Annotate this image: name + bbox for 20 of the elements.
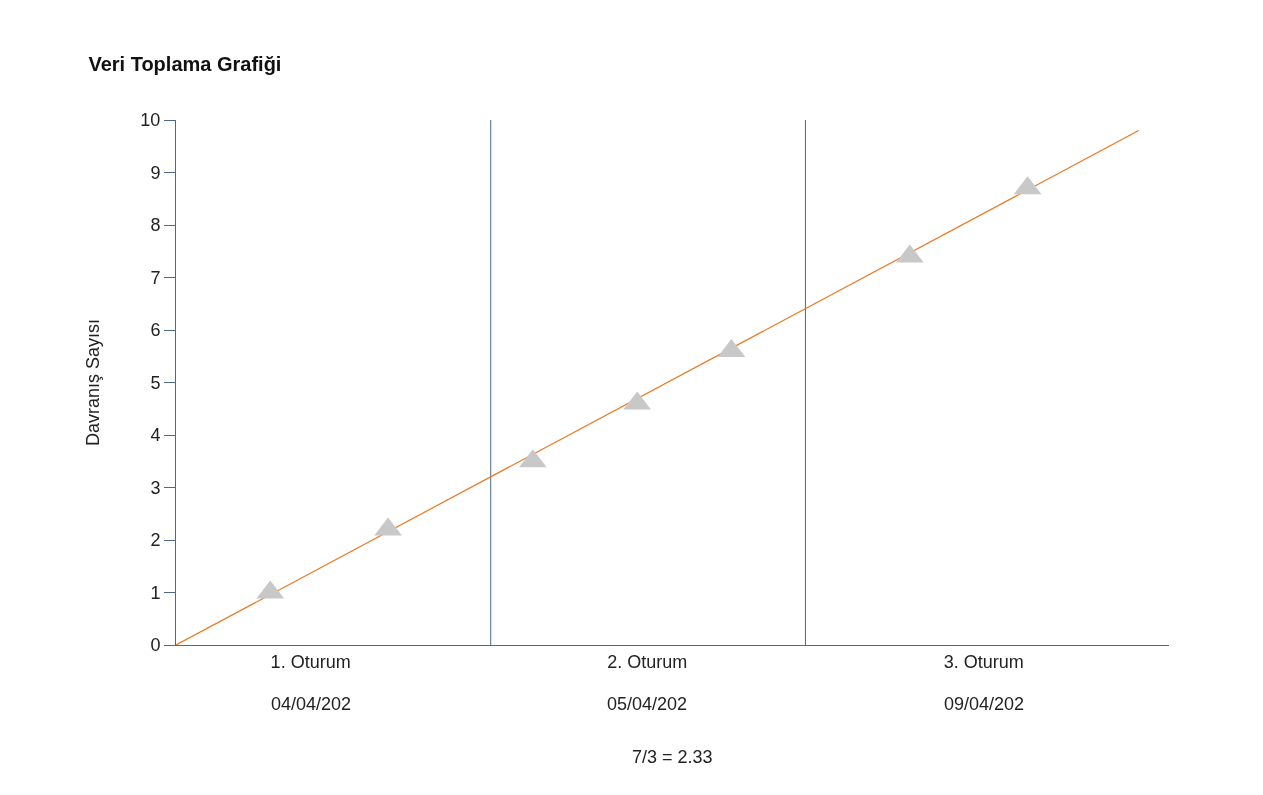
y-tick-label: 8: [150, 215, 161, 236]
y-tick-label: 9: [150, 162, 161, 183]
y-tick-label: 1: [150, 582, 161, 603]
text: 09/04/202: [944, 694, 1025, 714]
text: 04/04/202: [271, 694, 352, 714]
y-tick-label: 3: [150, 477, 161, 498]
y-tick-label: 6: [150, 320, 161, 341]
y-tick-label: 4: [150, 425, 161, 446]
x-tick-label: 1. Oturum: [270, 651, 351, 672]
x-tick-label: 3. Oturum: [943, 651, 1024, 672]
y-axis-title: Davranış Sayısı: [82, 318, 103, 447]
chart-title: Veri Toplama Grafiği: [88, 52, 282, 75]
text: 7/3 = 2.33: [632, 747, 713, 767]
x-tick-label: 2. Oturum: [607, 651, 688, 672]
y-tick-label: 7: [150, 267, 161, 288]
text: 05/04/202: [607, 694, 688, 714]
y-tick-label: 10: [140, 110, 161, 131]
y-tick-label: 2: [150, 530, 161, 551]
y-tick-label: 5: [150, 372, 161, 393]
y-tick-label: 0: [150, 635, 161, 656]
